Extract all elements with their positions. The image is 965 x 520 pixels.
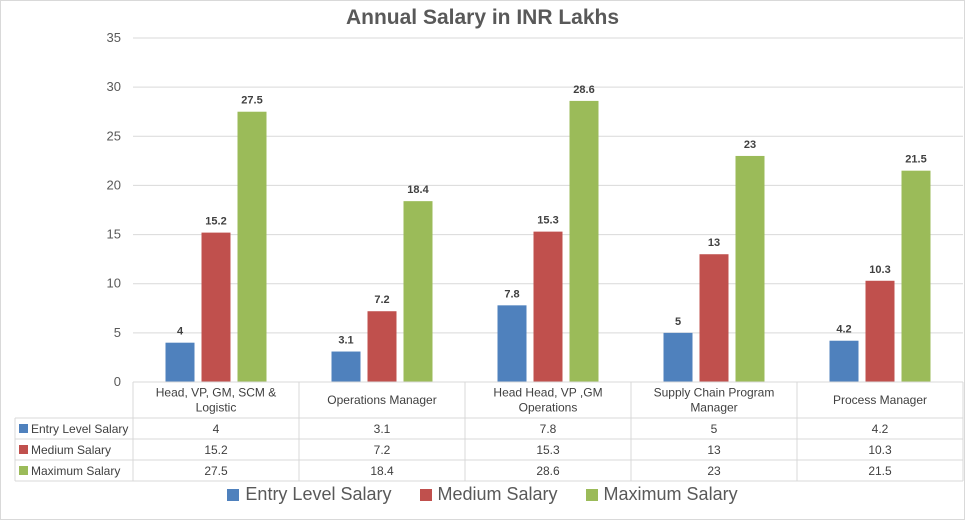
bar: [829, 340, 859, 382]
data-label: 3.1: [338, 335, 353, 347]
bar: [569, 100, 599, 382]
data-label: 15.3: [537, 215, 558, 227]
x-category-label: Operations Manager: [327, 393, 436, 407]
bar: [497, 305, 527, 382]
x-category-label: Process Manager: [833, 393, 927, 407]
legend-item-medium: Medium Salary: [419, 484, 558, 505]
bar: [165, 342, 195, 382]
bar: [331, 351, 361, 382]
y-tick-label: 5: [114, 325, 121, 340]
bars: [165, 100, 931, 382]
table-legend-key: [19, 466, 28, 475]
bar: [533, 231, 563, 382]
table-cell: 5: [711, 422, 718, 436]
table-cell: 7.8: [540, 422, 557, 436]
chart-title: Annual Salary in INR Lakhs: [345, 6, 620, 29]
data-label: 4.2: [836, 324, 851, 336]
table-cell: 4: [213, 422, 220, 436]
data-label: 7.2: [374, 294, 389, 306]
bar: [367, 311, 397, 382]
data-label: 28.6: [573, 84, 594, 96]
bar: [237, 111, 267, 382]
y-tick-label: 0: [114, 374, 121, 389]
x-category-label: Supply Chain Program: [654, 386, 775, 400]
data-label: 13: [708, 237, 720, 249]
x-category-label: Head, VP, GM, SCM &: [156, 386, 277, 400]
bar: [663, 332, 693, 382]
bar: [403, 201, 433, 382]
data-table: Head, VP, GM, SCM &Logistic Operations Ma…: [14, 381, 964, 482]
table-cell: 15.2: [204, 443, 228, 457]
table-cell: 21.5: [868, 464, 892, 478]
y-axis-ticks: 0 5 10 15 20 25 30 35: [107, 30, 121, 389]
table-cell: 4.2: [872, 422, 889, 436]
x-category-label: Operations: [519, 401, 578, 415]
table-legend-key: [19, 424, 28, 433]
legend-swatch-entry: [227, 488, 240, 501]
table-row-header: Entry Level Salary: [31, 422, 128, 436]
table-cell: 27.5: [204, 464, 228, 478]
y-tick-label: 15: [107, 227, 121, 242]
legend-swatch-medium: [419, 488, 432, 501]
y-tick-label: 35: [107, 30, 121, 45]
y-tick-label: 25: [107, 128, 121, 143]
bar: [901, 170, 931, 382]
data-label: 4: [177, 326, 184, 338]
legend-swatch-maximum: [585, 488, 598, 501]
bar: [735, 155, 765, 382]
data-label: 23: [744, 139, 756, 151]
legend-item-maximum: Maximum Salary: [585, 484, 738, 505]
legend-label-entry: Entry Level Salary: [245, 484, 392, 504]
x-category-label: Manager: [690, 401, 737, 415]
data-label: 21.5: [905, 154, 926, 166]
data-label: 10.3: [869, 264, 890, 276]
y-tick-label: 30: [107, 79, 121, 94]
table-cell: 18.4: [370, 464, 394, 478]
legend: Entry Level Salary Medium Salary Maximum…: [0, 484, 965, 505]
y-tick-label: 20: [107, 177, 121, 192]
bar: [865, 280, 895, 382]
table-cell: 3.1: [374, 422, 391, 436]
table-cell: 10.3: [868, 443, 892, 457]
data-label: 7.8: [504, 288, 519, 300]
data-label: 5: [675, 316, 681, 328]
bar: [201, 232, 231, 382]
x-category-label: Logistic: [196, 401, 237, 415]
bar: [699, 254, 729, 382]
table-cell: 28.6: [536, 464, 560, 478]
legend-label-medium: Medium Salary: [437, 484, 558, 504]
x-category-label: Head Head, VP ,GM: [493, 386, 602, 400]
table-cell: 13: [707, 443, 721, 457]
data-labels: 4 3.1 7.8 5 4.2 15.2 7.2 15.3 13 10.3 27.5 18.4 28.6…: [177, 84, 927, 347]
data-label: 27.5: [241, 95, 262, 107]
table-cell: 23: [707, 464, 721, 478]
table-legend-key: [19, 445, 28, 454]
table-cell: 15.3: [536, 443, 560, 457]
data-label: 18.4: [407, 184, 429, 196]
legend-label-maximum: Maximum Salary: [603, 484, 738, 504]
table-cell: 7.2: [374, 443, 391, 457]
legend-item-entry: Entry Level Salary: [227, 484, 392, 505]
table-row-header: Maximum Salary: [31, 464, 120, 478]
table-row-header: Medium Salary: [31, 443, 111, 457]
data-label: 15.2: [205, 216, 226, 228]
y-tick-label: 10: [107, 276, 121, 291]
